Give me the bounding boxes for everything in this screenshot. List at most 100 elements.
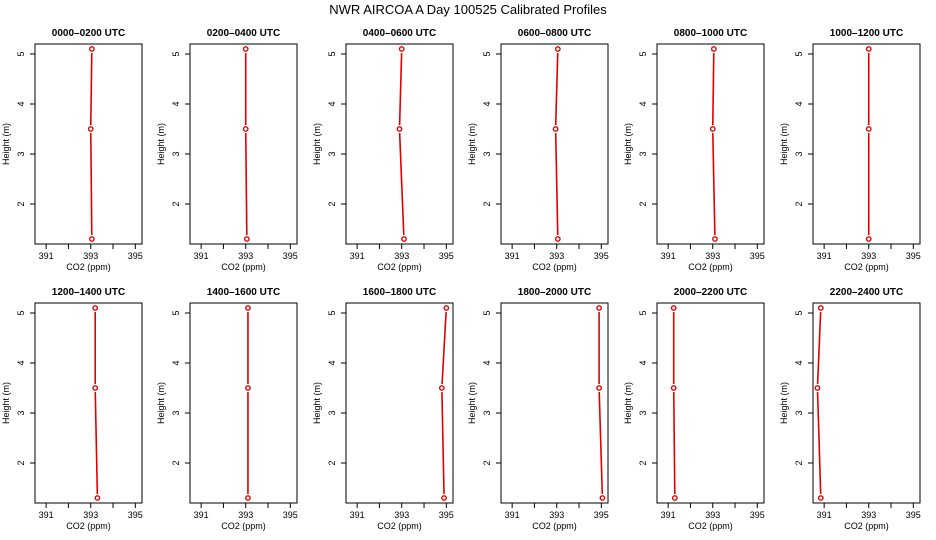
y-tick-label: 2 [171, 201, 181, 206]
panel-title: 0400–0600 UTC [363, 28, 436, 39]
y-tick-label: 2 [482, 201, 492, 206]
panel: 1200–1400 UTC 391 393 395 CO2 (ppm) 2 3 4 5 Heigh… [1, 287, 143, 531]
x-axis-label: CO2 (ppm) [377, 262, 422, 272]
profile-segment [711, 52, 715, 126]
data-point [94, 495, 101, 501]
panel: 1800–2000 UTC 391 393 395 CO2 (ppm) 2 3 4 5 Heigh… [467, 287, 609, 531]
data-point [596, 305, 602, 311]
data-point [712, 236, 718, 242]
y-tick-label: 4 [794, 101, 804, 106]
data-point [243, 236, 250, 242]
y-tick-label: 5 [327, 310, 337, 315]
y-axis-label: Height (m) [156, 123, 166, 165]
x-tick-label: 391 [350, 251, 365, 261]
y-axis-label: Height (m) [467, 123, 477, 165]
panel: 1000–1200 UTC 391 393 395 CO2 (ppm) 2 3 4 5 Heigh… [779, 28, 921, 272]
y-tick-label: 3 [171, 410, 181, 415]
panel-title: 0800–1000 UTC [674, 28, 747, 39]
data-point [396, 126, 403, 132]
y-tick-label: 4 [327, 360, 337, 365]
panel: 2200–2400 UTC 391 393 395 CO2 (ppm) 2 3 4 5 Heigh… [779, 287, 921, 531]
plot-frame [812, 302, 921, 504]
x-tick-label: 391 [39, 510, 54, 520]
panel-title: 1200–1400 UTC [52, 287, 125, 298]
y-tick-label: 2 [794, 201, 804, 206]
plot-frame [34, 43, 143, 245]
y-tick-label: 2 [482, 460, 492, 465]
x-tick-label: 395 [750, 251, 765, 261]
x-tick-label: 391 [194, 510, 209, 520]
y-tick-label: 4 [16, 101, 26, 106]
plot-frame [656, 302, 765, 504]
x-tick-label: 393 [394, 510, 409, 520]
panel-title: 0200–0400 UTC [207, 28, 280, 39]
y-tick-label: 3 [794, 151, 804, 156]
x-tick-label: 395 [750, 510, 765, 520]
data-point [245, 385, 251, 391]
data-point [865, 236, 872, 242]
y-tick-label: 4 [171, 360, 181, 365]
data-point [814, 385, 821, 391]
y-tick-label: 5 [171, 51, 181, 56]
y-tick-label: 2 [794, 460, 804, 465]
y-tick-label: 3 [482, 410, 492, 415]
plot-frame [34, 302, 143, 504]
data-point [670, 305, 677, 311]
panel-title: 1800–2000 UTC [518, 287, 591, 298]
panel: 1400–1600 UTC 391 393 395 CO2 (ppm) 2 3 4 5 Heigh… [156, 287, 298, 531]
x-tick-label: 393 [861, 251, 876, 261]
y-tick-label: 5 [482, 310, 492, 315]
data-point [92, 385, 99, 391]
y-axis-label: Height (m) [467, 382, 477, 424]
y-tick-label: 4 [171, 101, 181, 106]
x-tick-label: 395 [283, 510, 298, 520]
x-tick-label: 393 [861, 510, 876, 520]
data-point [554, 46, 561, 52]
data-point [865, 46, 872, 52]
x-axis-label: CO2 (ppm) [844, 521, 889, 531]
panel: 1600–1800 UTC 391 393 395 CO2 (ppm) 2 3 4 5 Heigh… [312, 287, 454, 531]
profile-segment [244, 132, 248, 236]
data-point [710, 46, 717, 52]
x-axis-label: CO2 (ppm) [221, 262, 266, 272]
x-tick-label: 395 [439, 251, 454, 261]
data-point [401, 236, 407, 242]
data-point [441, 495, 447, 501]
data-point [552, 126, 559, 132]
panel-title: 0600–0800 UTC [518, 28, 591, 39]
data-point [242, 126, 249, 132]
y-tick-label: 4 [638, 101, 648, 106]
panel-title: 1000–1200 UTC [830, 28, 903, 39]
data-point [709, 126, 716, 132]
x-axis-label: CO2 (ppm) [377, 521, 422, 531]
x-axis-label: CO2 (ppm) [66, 521, 111, 531]
data-point [92, 305, 99, 311]
x-tick-label: 393 [238, 251, 253, 261]
x-tick-label: 391 [817, 251, 832, 261]
x-axis-label: CO2 (ppm) [688, 521, 733, 531]
x-tick-label: 393 [83, 510, 98, 520]
x-tick-label: 395 [439, 510, 454, 520]
data-point [596, 385, 602, 391]
profile-segment [672, 391, 676, 495]
x-axis-label: CO2 (ppm) [532, 262, 577, 272]
plot-frame [812, 43, 921, 245]
profile-segment [441, 311, 447, 385]
profile-segment [554, 132, 559, 236]
data-point [443, 305, 450, 311]
x-tick-label: 393 [83, 251, 98, 261]
profile-segment [398, 132, 405, 236]
data-point [245, 305, 251, 311]
x-tick-label: 395 [128, 251, 143, 261]
y-tick-label: 3 [16, 410, 26, 415]
y-axis-label: Height (m) [1, 123, 11, 165]
x-tick-label: 391 [505, 251, 520, 261]
profile-segment [598, 391, 604, 495]
data-point [88, 236, 95, 242]
plot-frame [345, 302, 454, 504]
y-axis-label: Height (m) [779, 382, 789, 424]
plot-frame [189, 302, 298, 504]
y-tick-label: 5 [794, 310, 804, 315]
data-point [398, 46, 405, 52]
